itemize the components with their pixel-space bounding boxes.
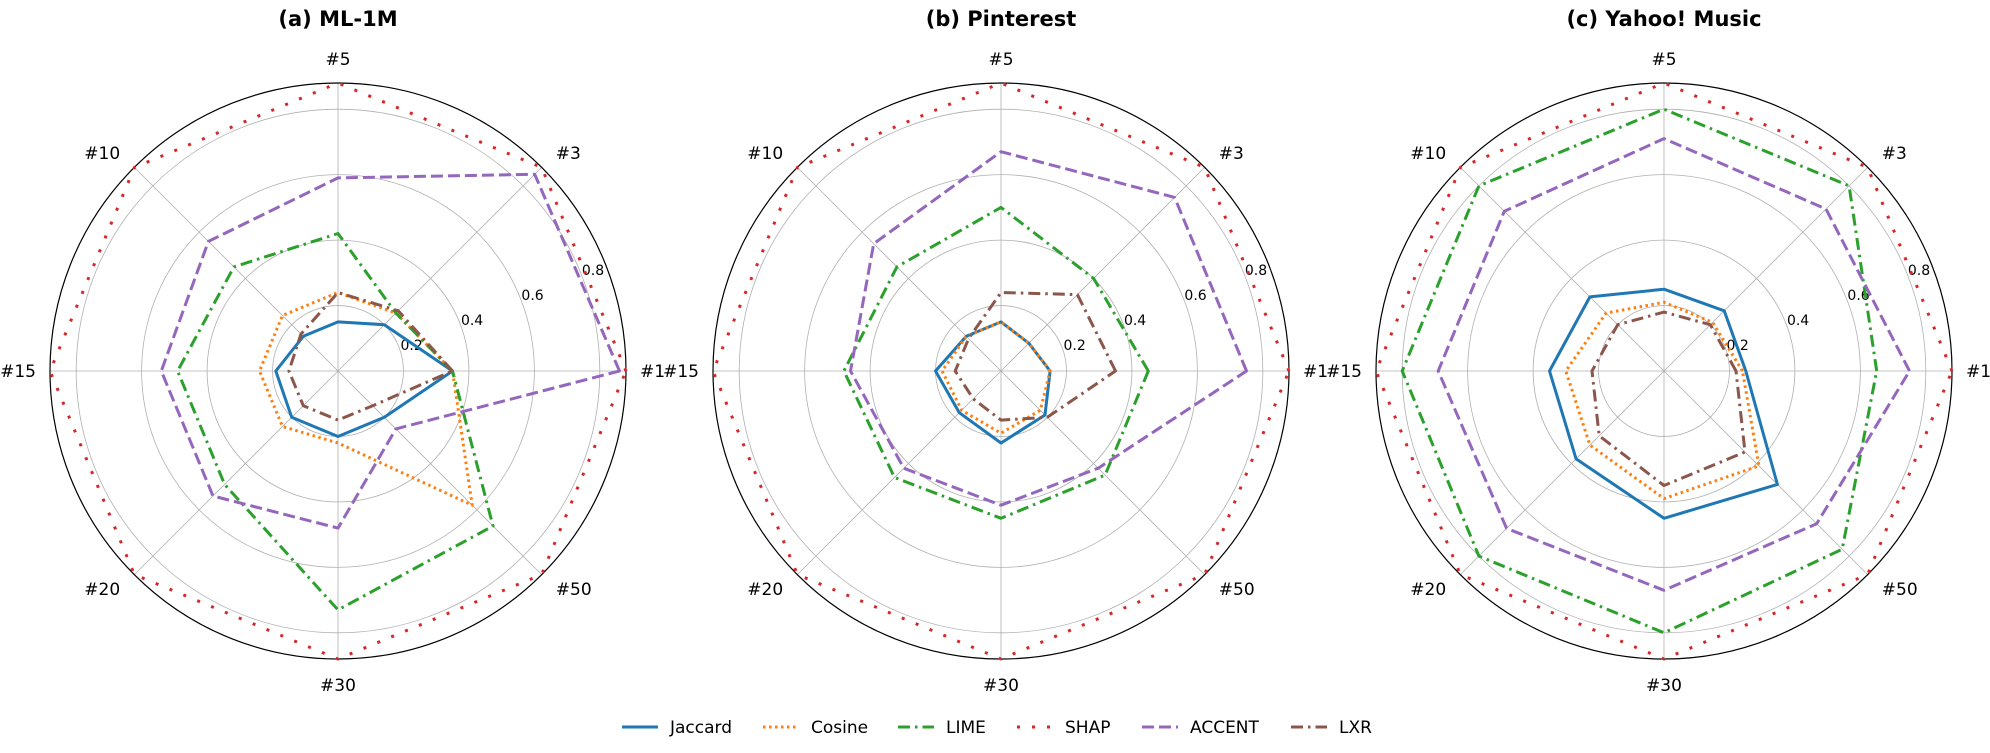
axis-label: #20 [747, 580, 783, 600]
panel-title: (c) Yahoo! Music [1566, 7, 1761, 31]
axis-label: #10 [747, 144, 783, 164]
axis-label: #10 [1410, 144, 1446, 164]
axis-label: #50 [1882, 580, 1918, 600]
radial-tick-label: 0.6 [521, 288, 543, 304]
axis-label: #15 [0, 362, 36, 382]
radial-tick-label: 0.4 [461, 313, 483, 329]
grid-spoke [134, 167, 339, 372]
legend-label: LIME [946, 718, 986, 738]
grid-spoke [1460, 370, 1665, 575]
grid-spoke [134, 370, 339, 575]
series-line-jaccard [274, 320, 454, 438]
axis-label: #20 [1410, 580, 1446, 600]
grid-spoke [797, 370, 1002, 575]
series-line-accent [1436, 137, 1911, 592]
legend-label: LXR [1339, 718, 1372, 738]
legend: Jaccard Cosine LIME SHAP ACCENT LXR [622, 718, 1372, 738]
legend-item: Jaccard [622, 718, 732, 738]
series-line-cosine [1564, 300, 1761, 501]
grid-spoke [1000, 370, 1205, 575]
series-line-lxr [1590, 310, 1747, 487]
radial-tick-label: 0.2 [400, 338, 422, 354]
radial-tick-label: 0.8 [582, 263, 604, 279]
radial-tick-label: 0.8 [1245, 263, 1267, 279]
series-group [48, 81, 628, 661]
radar-panels: (a) ML-1M 0.2 0.4 0.6 0.8 #1 #3 #5 #10 #15 #20 #30 #… [0, 7, 1990, 696]
legend-label: SHAP [1065, 718, 1110, 738]
radial-grid [1376, 83, 1952, 659]
radial-tick-label: 0.8 [1908, 263, 1930, 279]
legend-item: Cosine [763, 718, 868, 738]
legend-label: Jaccard [669, 718, 732, 738]
legend-label: Cosine [811, 718, 868, 738]
axis-label: #3 [1219, 144, 1244, 164]
grid-spoke [1460, 167, 1665, 372]
radar-panel: (c) Yahoo! Music0.20.40.60.8#1#3#5#10#15… [1326, 7, 1990, 696]
series-group [711, 81, 1291, 661]
radar-panel: (b) Pinterest 0.2 0.4 0.6 0.8 #1 #3 #5 #10 #15 #20… [663, 7, 1328, 696]
axis-label: #30 [983, 676, 1019, 696]
grid-spoke [1000, 167, 1205, 372]
axis-label: #30 [1646, 676, 1682, 696]
axis-label: #1 [1966, 362, 1990, 382]
grid-spoke [797, 167, 1002, 372]
legend-item: ACCENT [1142, 718, 1260, 738]
series-line-lime [1400, 107, 1879, 635]
series-line-lime [842, 205, 1150, 520]
radial-tick-label: 0.2 [1063, 338, 1085, 354]
axis-label: #1 [640, 362, 665, 382]
series-line-lime [176, 232, 495, 612]
grid-spoke [337, 167, 542, 372]
axis-label: #5 [988, 50, 1013, 70]
axis-label: #5 [325, 50, 350, 70]
series-line-jaccard [934, 320, 1052, 445]
grid-spoke [1663, 370, 1868, 575]
axis-label: #10 [84, 144, 120, 164]
axis-label: #5 [1651, 50, 1676, 70]
radial-tick-label: 0.4 [1124, 313, 1146, 329]
legend-item: LXR [1291, 718, 1372, 738]
axis-label: #30 [320, 676, 356, 696]
legend-label: ACCENT [1190, 718, 1260, 738]
series-group [1374, 81, 1954, 661]
axis-label: #1 [1303, 362, 1328, 382]
legend-item: LIME [898, 718, 986, 738]
radial-grid [713, 83, 1289, 659]
series-line-accent [849, 150, 1248, 507]
axis-label: #15 [1326, 362, 1362, 382]
panel-title: (a) ML-1M [278, 7, 397, 31]
axis-label: #50 [556, 580, 592, 600]
axis-label: #3 [1882, 144, 1907, 164]
series-line-lxr [287, 291, 454, 422]
grid-spoke [1663, 167, 1868, 372]
radial-grid [50, 83, 626, 659]
radial-tick-label: 0.4 [1787, 313, 1809, 329]
radar-panel: (a) ML-1M 0.2 0.4 0.6 0.8 #1 #3 #5 #10 #15 #20 #30 #… [0, 7, 665, 696]
axis-label: #15 [663, 362, 699, 382]
legend-item: SHAP [1017, 718, 1110, 738]
series-line-accent [159, 172, 621, 530]
axis-label: #20 [84, 580, 120, 600]
panel-title: (b) Pinterest [926, 7, 1077, 31]
series-line-jaccard [1548, 287, 1779, 520]
axis-label: #50 [1219, 580, 1255, 600]
series-line-lxr [953, 291, 1117, 422]
radial-tick-label: 0.6 [1184, 288, 1206, 304]
axis-label: #3 [556, 144, 581, 164]
